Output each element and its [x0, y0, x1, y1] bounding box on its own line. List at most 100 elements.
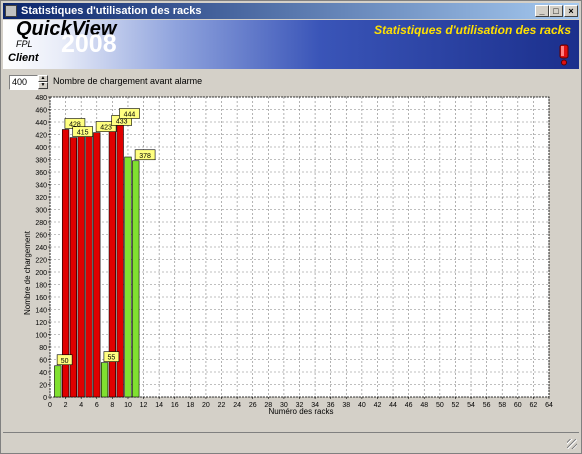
chart-bar — [100, 362, 109, 398]
maximize-button[interactable]: □ — [549, 5, 563, 17]
resize-grip[interactable] — [567, 439, 577, 449]
chart-bar — [85, 129, 93, 398]
window-title: Statistiques d'utilisation des racks — [21, 5, 202, 17]
header-banner: QuickView 2008 FPL Client Statistiques d… — [3, 20, 579, 69]
x-tick-label: 36 — [327, 402, 335, 409]
x-tick-label: 0 — [48, 402, 52, 409]
x-tick-label: 28 — [264, 402, 272, 409]
y-tick-label: 300 — [35, 208, 47, 215]
x-tick-label: 2 — [64, 402, 68, 409]
x-tick-label: 10 — [124, 402, 132, 409]
x-tick-label: 4 — [79, 402, 83, 409]
y-tick-label: 440 — [35, 120, 47, 127]
x-tick-label: 44 — [389, 402, 397, 409]
y-tick-label: 460 — [35, 108, 47, 115]
x-tick-label: 46 — [405, 402, 413, 409]
y-tick-label: 260 — [35, 233, 47, 240]
data-label: 378 — [139, 153, 151, 160]
x-tick-label: 12 — [140, 402, 148, 409]
chart-bar — [77, 131, 85, 398]
page-title: Statistiques d'utilisation des racks — [374, 23, 571, 37]
y-tick-label: 160 — [35, 295, 47, 302]
app-icon[interactable] — [5, 5, 17, 17]
y-tick-label: 0 — [43, 395, 47, 402]
y-tick-label: 320 — [35, 195, 47, 202]
x-tick-label: 26 — [249, 402, 257, 409]
brand-year: 2008 — [61, 30, 117, 58]
x-tick-label: 54 — [467, 402, 475, 409]
data-label: 50 — [61, 358, 69, 365]
brand-subtitle: FPL — [16, 39, 33, 49]
data-label: 444 — [124, 112, 136, 119]
y-tick-label: 200 — [35, 270, 47, 277]
chart-bar — [124, 156, 132, 398]
x-tick-label: 8 — [110, 402, 114, 409]
x-tick-label: 40 — [358, 402, 366, 409]
data-label: 423 — [100, 125, 112, 132]
data-label-box — [103, 351, 120, 362]
x-tick-label: 34 — [311, 402, 319, 409]
y-tick-label: 140 — [35, 308, 47, 315]
chart-bar — [93, 132, 101, 398]
data-label: 55 — [108, 355, 116, 362]
x-tick-label: 20 — [202, 402, 210, 409]
y-axis-label: Nombre de chargement — [23, 230, 32, 315]
y-tick-label: 340 — [35, 183, 47, 190]
alarm-threshold-input[interactable]: 400 — [9, 75, 38, 90]
x-tick-label: 62 — [530, 402, 538, 409]
x-tick-label: 24 — [233, 402, 241, 409]
y-tick-label: 100 — [35, 333, 47, 340]
brand-logo: QuickView — [16, 20, 117, 40]
y-tick-label: 480 — [35, 95, 47, 102]
chart-bar — [54, 365, 62, 398]
data-label: 428 — [69, 122, 81, 129]
exclamation-icon — [559, 44, 569, 66]
x-tick-label: 56 — [483, 402, 491, 409]
x-tick-label: 60 — [514, 402, 522, 409]
x-tick-label: 32 — [296, 402, 304, 409]
x-tick-label: 58 — [498, 402, 506, 409]
y-tick-label: 360 — [35, 170, 47, 177]
y-tick-label: 280 — [35, 220, 47, 227]
data-label-box — [134, 149, 156, 161]
y-tick-label: 240 — [35, 245, 47, 252]
x-tick-label: 48 — [420, 402, 428, 409]
x-tick-label: 22 — [218, 402, 226, 409]
y-tick-label: 380 — [35, 158, 47, 165]
status-bar — [3, 432, 579, 451]
y-tick-label: 60 — [39, 358, 47, 365]
x-tick-label: 6 — [95, 402, 99, 409]
x-tick-label: 42 — [374, 402, 382, 409]
data-label-box — [72, 126, 94, 137]
spin-down-button[interactable]: ▼ — [38, 82, 48, 89]
y-tick-label: 180 — [35, 283, 47, 290]
x-tick-label: 38 — [342, 402, 350, 409]
y-tick-label: 400 — [35, 145, 47, 152]
spin-up-button[interactable]: ▲ — [38, 75, 48, 82]
x-tick-label: 14 — [155, 402, 163, 409]
data-label-box — [95, 121, 117, 132]
y-tick-label: 220 — [35, 258, 47, 265]
alarm-threshold-stepper: ▲ ▼ — [38, 75, 48, 90]
minimize-button[interactable]: _ — [535, 5, 549, 17]
data-label-box — [56, 354, 73, 366]
chart-bar — [132, 160, 140, 398]
x-tick-label: 50 — [436, 402, 444, 409]
x-tick-label: 16 — [171, 402, 179, 409]
chart-bar — [69, 137, 78, 398]
close-button[interactable]: × — [564, 5, 578, 17]
y-tick-label: 20 — [39, 383, 47, 390]
x-axis-label: Numéro des racks — [269, 407, 334, 416]
data-label-box — [119, 108, 140, 119]
y-tick-label: 120 — [35, 320, 47, 327]
x-tick-label: 30 — [280, 402, 288, 409]
y-tick-label: 420 — [35, 133, 47, 140]
data-label: 433 — [116, 118, 128, 125]
title-bar[interactable]: Statistiques d'utilisation des racks _ □… — [3, 3, 579, 19]
chart-axes: 0204060801001201401601802002202402602803… — [35, 95, 553, 409]
y-tick-label: 40 — [39, 370, 47, 377]
y-tick-label: 80 — [39, 345, 47, 352]
